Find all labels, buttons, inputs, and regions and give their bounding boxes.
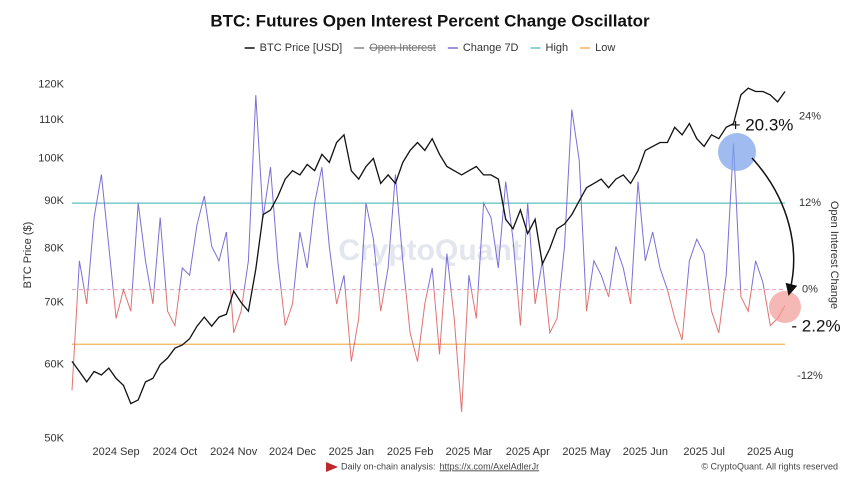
arrow (751, 157, 798, 296)
legend-label: Low (595, 42, 615, 54)
y2-tick-label: 24% (799, 111, 821, 123)
x-tick-label: 2025 Feb (387, 446, 433, 458)
x-tick-label: 2025 Jul (683, 446, 725, 458)
y2-axis-label: Open Interest Change (828, 201, 840, 309)
footer-text: Daily on-chain analysis: (341, 461, 436, 471)
x-tick-label: 2025 Apr (506, 446, 550, 458)
x-tick-label: 2025 May (562, 446, 611, 458)
y-tick-label: 60K (44, 359, 64, 371)
x-tick-label: 2025 Aug (747, 446, 794, 458)
highlight-circle (769, 291, 801, 323)
x-tick-label: 2025 Jan (329, 446, 374, 458)
y-tick-label: 80K (44, 242, 64, 254)
y-tick-label: 70K (44, 296, 64, 308)
footer-link[interactable]: https://x.com/AxelAdlerJr (440, 461, 540, 471)
y-tick-label: 120K (38, 79, 64, 91)
footer-icon (326, 462, 338, 472)
legend-label: Change 7D (463, 42, 519, 54)
annotation: - 2.2% (791, 316, 840, 335)
watermark: CryptoQuant (338, 234, 521, 267)
x-tick-label: 2024 Dec (269, 446, 317, 458)
chart-title: BTC: Futures Open Interest Percent Chang… (210, 11, 650, 30)
legend-label: Open Interest (369, 42, 436, 54)
legend-label: High (546, 42, 569, 54)
y2-tick-label: 12% (799, 197, 821, 209)
x-tick-label: 2025 Mar (446, 446, 493, 458)
legend: BTC Price [USD] Open Interest Change 7D Hig… (244, 42, 615, 54)
y-tick-label: 100K (38, 152, 64, 164)
oscillator-line (77, 95, 765, 290)
legend-label: BTC Price [USD] (260, 42, 343, 54)
x-tick-label: 2024 Oct (153, 446, 198, 458)
x-tick-label: 2025 Jun (623, 446, 668, 458)
copyright: © CryptoQuant. All rights reserved (701, 461, 838, 471)
y-tick-label: 110K (39, 114, 65, 126)
annotation: + 20.3% (731, 115, 794, 134)
y2-tick-label: -12% (797, 370, 823, 382)
x-tick-label: 2024 Sep (93, 446, 140, 458)
highlight-circle (718, 133, 756, 171)
price-line (71, 87, 786, 405)
x-tick-label: 2024 Nov (210, 446, 258, 458)
y2-tick-label: 0% (802, 283, 818, 295)
y-axis-label: BTC Price ($) (22, 222, 34, 289)
y-tick-label: 90K (44, 195, 64, 207)
y-tick-label: 50K (44, 432, 64, 444)
